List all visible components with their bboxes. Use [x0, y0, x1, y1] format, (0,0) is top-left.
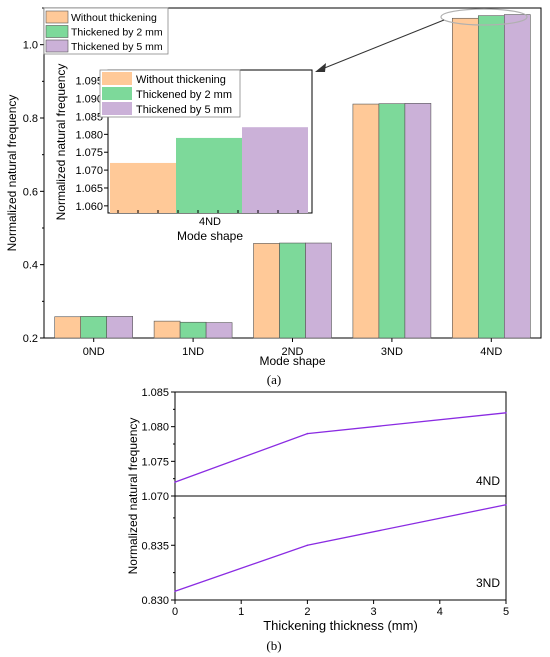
main-bar-2: [106, 316, 133, 339]
legend-swatch-2: [45, 39, 69, 53]
line-xtick-label: 2: [304, 606, 310, 618]
inset-ytick-label: 1.095: [75, 76, 103, 88]
inset-legend: Without thickening Thickened by 2 mm Thick…: [99, 69, 241, 118]
series-point-4ND: [174, 481, 176, 483]
main-ytick-label: 0.6: [23, 186, 38, 198]
series-point-3ND: [174, 590, 176, 593]
legend-swatch-0: [45, 10, 69, 24]
series-line-3ND: [174, 504, 507, 592]
line-plot-frame: [174, 391, 507, 497]
inset-ytick-label: 1.085: [75, 111, 103, 123]
main-bar-1: [477, 15, 505, 339]
caption-b: (b): [266, 638, 281, 653]
line-ytick-label: 1.080: [141, 422, 169, 434]
series-point-4ND: [306, 432, 309, 435]
legend-label-2: Thickened by 5 mm: [71, 41, 163, 53]
inset-ytick-label: 1.065: [75, 183, 103, 195]
line-xtick-label: 1: [238, 606, 244, 618]
inset-ytick-label: 1.075: [75, 147, 103, 159]
line-ytick-label: 1.075: [141, 456, 169, 468]
inset-legend-swatch-1: [102, 87, 132, 100]
main-xtick-label: 2ND: [281, 346, 303, 358]
series-point-3ND: [505, 503, 507, 506]
highlight-ellipse: [440, 8, 528, 26]
legend-label-1: Thickened by 2 mm: [71, 27, 163, 39]
inset-bar-0: [110, 162, 176, 213]
main-bar-1: [179, 321, 207, 339]
inset-legend-label-2: Thickened by 5 mm: [136, 104, 232, 116]
inset-bar-2: [242, 127, 308, 213]
main-ytick-label: 0.2: [23, 333, 38, 345]
inset-ytick-label: 1.060: [75, 201, 103, 213]
main-bar-2: [404, 103, 432, 339]
line-ytick-label: 1.085: [141, 387, 169, 399]
series-point-4ND: [505, 412, 507, 414]
main-legend: Without thickening Thickened by 2 mm Thick…: [43, 7, 169, 55]
panel-annotation-3ND: 3ND: [476, 576, 500, 590]
line-xtick-label: 3: [371, 606, 377, 618]
main-ytick-label: 1.0: [23, 40, 38, 52]
main-x-axis-label: Mode shape: [259, 354, 325, 368]
panel-annotation-4ND: 4ND: [476, 474, 500, 488]
callout-arrow-head: [315, 63, 326, 72]
series-point-3ND: [306, 544, 309, 547]
main-xtick-label: 0ND: [83, 346, 105, 358]
callout-arrow-line: [321, 19, 445, 70]
main-bar-1: [279, 242, 306, 339]
inset-ytick-label: 1.090: [75, 94, 103, 106]
main-bar-0: [352, 103, 380, 339]
main-bar-0: [451, 17, 479, 339]
inset-ytick-label: 1.070: [75, 165, 103, 177]
inset-legend-label-1: Thickened by 2 mm: [136, 89, 232, 101]
main-bar-0: [253, 243, 280, 339]
line-xtick-label: 4: [437, 606, 443, 618]
line-x-axis-label: Thickening thickness (mm): [263, 618, 418, 633]
inset-y-axis-label: Normalized natural frequency: [54, 64, 68, 221]
main-bar-1: [378, 103, 406, 339]
main-bar-1: [80, 316, 107, 339]
inset-legend-swatch-2: [102, 102, 132, 115]
main-bar-2: [305, 242, 332, 339]
inset-bar-chart: 1.060 1.065 1.070 1.075 1.080 1.085 1.090 1.095…: [54, 64, 313, 243]
main-ytick-label: 0.4: [23, 260, 38, 272]
series-line-4ND: [174, 412, 507, 483]
main-y-axis-label: Normalized natural frequency: [5, 95, 19, 252]
inset-x-axis-label: Mode shape: [177, 229, 243, 243]
line-y-axis-label: Normalized natural frequency: [126, 418, 140, 575]
main-ytick-label: 0.8: [23, 113, 38, 125]
inset-legend-label-0: Without thickening: [136, 74, 226, 86]
main-xtick-label: 4ND: [480, 346, 502, 358]
line-panel-4ND: 1.070 1.075 1.080 1.085 4ND: [141, 387, 507, 503]
line-plot-frame: [174, 495, 507, 601]
line-xtick-label: 5: [503, 606, 509, 618]
line-ytick-label: 1.070: [141, 491, 169, 503]
main-bar-2: [503, 14, 531, 339]
caption-a: (a): [267, 372, 281, 387]
line-ytick-label: 0.830: [141, 595, 169, 607]
inset-ytick-label: 1.080: [75, 129, 103, 141]
inset-xtick-label: 4ND: [199, 216, 221, 228]
main-bar-0: [54, 316, 82, 339]
main-xtick-label: 1ND: [182, 346, 204, 358]
line-xtick-label: 0: [172, 606, 178, 618]
main-xtick-label: 3ND: [381, 346, 403, 358]
main-bar-0: [153, 320, 181, 339]
line-panel-3ND: 0.830 0.835 3ND: [141, 495, 507, 607]
legend-swatch-1: [45, 25, 69, 38]
inset-legend-swatch-0: [102, 72, 132, 85]
main-bar-2: [205, 322, 233, 339]
legend-label-0: Without thickening: [71, 12, 157, 24]
line-ytick-label: 0.835: [141, 540, 169, 552]
inset-bar-1: [176, 137, 242, 213]
